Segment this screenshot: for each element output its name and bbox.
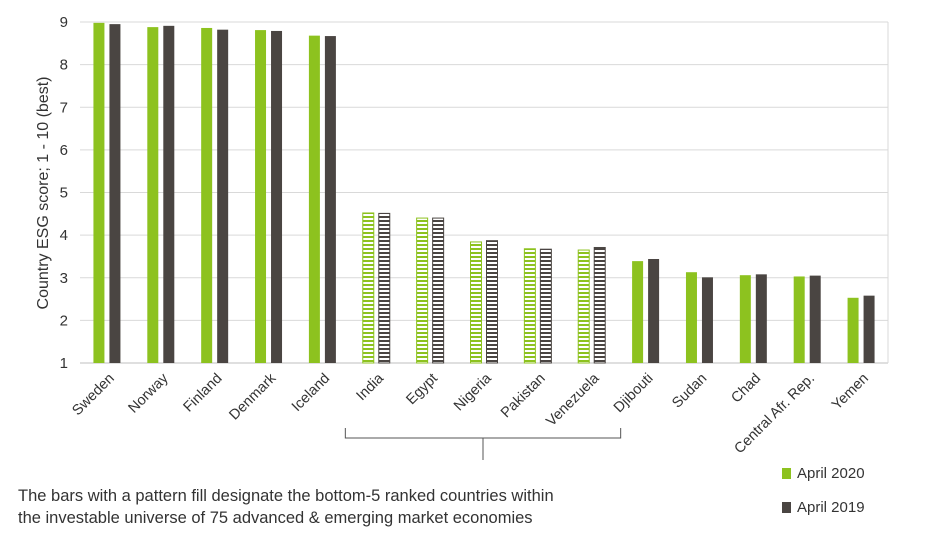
x-tick-label: Pakistan (498, 371, 549, 422)
note-line-2: the investable universe of 75 advanced &… (18, 509, 533, 527)
bar-yemen-april-2019 (863, 295, 875, 363)
y-tick-label: 1 (60, 355, 68, 372)
bottom-five-bracket (344, 428, 622, 460)
gridlines (80, 21, 889, 364)
bar-egypt-april-2019 (432, 217, 445, 364)
bar-denmark-april-2019 (271, 30, 283, 363)
x-tick-label: Denmark (226, 370, 279, 423)
legend-label-april-2020: April 2020 (797, 464, 865, 482)
x-axis-labels: Sweden Norway Finland Denmark Iceland India Eg… (69, 370, 872, 457)
legend: April 2020 April 2019 (782, 463, 865, 531)
bar-norway-april-2020 (147, 27, 159, 364)
bar-djibouti-april-2020 (632, 261, 644, 363)
bar-sweden-april-2019 (109, 24, 121, 363)
x-tick-label: Djibouti (611, 371, 657, 417)
y-tick-label: 6 (60, 142, 68, 159)
bar-yemen-april-2020 (847, 297, 859, 363)
bar-finland-april-2019 (217, 29, 229, 364)
bar-iceland-april-2019 (324, 36, 336, 363)
bar-egypt-april-2020 (416, 217, 429, 364)
bar-djibouti-april-2019 (648, 258, 660, 363)
bar-chad-april-2019 (755, 274, 767, 363)
x-tick-label: Nigeria (451, 370, 495, 414)
x-tick-label: Sudan (669, 371, 710, 412)
x-tick-label: Yemen (829, 371, 872, 414)
bar-iceland-april-2020 (308, 35, 320, 363)
bar-nigeria-april-2019 (486, 240, 498, 364)
y-tick-label: 4 (60, 227, 68, 244)
esg-bar-chart: 1 2 3 4 5 6 7 8 9 Sweden Norway Finland Denmark Icel… (35, 14, 889, 460)
bar-nigeria-april-2020 (470, 241, 482, 364)
x-tick-label: Sweden (69, 371, 117, 419)
bar-india-april-2019 (378, 212, 391, 364)
y-axis-label: Country ESG score; 1 - 10 (best) (35, 77, 52, 310)
y-tick-label: 2 (60, 312, 68, 329)
bar-norway-april-2019 (163, 25, 175, 364)
legend-swatch-april-2020 (782, 467, 791, 479)
pattern-fill-note: The bars with a pattern fill designate t… (18, 485, 578, 529)
x-tick-label: Egypt (403, 371, 441, 409)
bar-venezuela-april-2019 (593, 246, 606, 364)
bar-chad-april-2020 (739, 275, 751, 363)
bar-denmark-april-2020 (255, 30, 267, 363)
legend-item-april-2019: April 2019 (782, 497, 865, 517)
bar-central-afr-rep--april-2019 (809, 275, 821, 363)
y-tick-label: 3 (60, 270, 68, 287)
x-tick-label: Venezuela (543, 370, 603, 430)
x-tick-label: Chad (728, 371, 764, 407)
y-axis-ticks: 1 2 3 4 5 6 7 8 9 (60, 14, 68, 372)
bar-finland-april-2020 (201, 27, 213, 364)
y-tick-label: 9 (60, 14, 68, 31)
legend-item-april-2020: April 2020 (782, 463, 865, 483)
x-tick-label: Finland (181, 371, 226, 416)
bar-central-afr-rep--april-2020 (793, 276, 805, 363)
bar-sweden-april-2020 (93, 22, 105, 363)
y-tick-label: 7 (60, 99, 68, 116)
bar-india-april-2020 (362, 212, 375, 364)
legend-label-april-2019: April 2019 (797, 498, 865, 516)
bar-sudan-april-2020 (685, 272, 697, 363)
bar-sudan-april-2019 (701, 277, 713, 363)
x-tick-label: Norway (126, 370, 173, 417)
bars (93, 22, 875, 364)
note-line-1: The bars with a pattern fill designate t… (18, 487, 554, 505)
bar-pakistan-april-2019 (539, 248, 552, 364)
bar-pakistan-april-2020 (523, 248, 536, 364)
y-tick-label: 8 (60, 57, 68, 74)
x-tick-label: Iceland (289, 371, 333, 415)
x-tick-label: India (354, 370, 388, 404)
legend-swatch-april-2019 (782, 501, 791, 513)
bar-venezuela-april-2020 (577, 249, 590, 364)
y-tick-label: 5 (60, 185, 68, 202)
